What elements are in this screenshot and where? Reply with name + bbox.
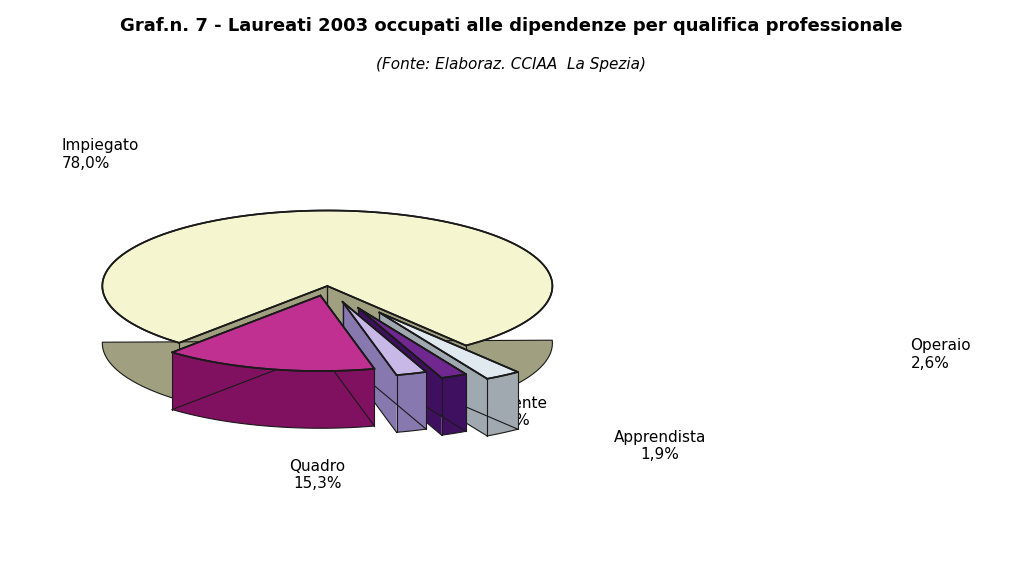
Polygon shape	[487, 372, 518, 436]
Polygon shape	[343, 302, 397, 432]
Polygon shape	[102, 283, 552, 403]
Text: Apprendista
1,9%: Apprendista 1,9%	[614, 430, 706, 462]
Polygon shape	[102, 210, 552, 345]
Polygon shape	[179, 286, 327, 400]
Polygon shape	[343, 302, 427, 429]
Text: Dirigente
2,2%: Dirigente 2,2%	[476, 396, 547, 428]
Polygon shape	[442, 374, 465, 435]
Polygon shape	[343, 302, 427, 375]
Text: Operaio
2,6%: Operaio 2,6%	[910, 339, 971, 371]
Polygon shape	[358, 308, 465, 431]
Polygon shape	[172, 352, 374, 428]
Text: (Fonte: Elaboraz. CCIAA  La Spezia): (Fonte: Elaboraz. CCIAA La Spezia)	[376, 57, 647, 72]
Polygon shape	[380, 312, 518, 379]
Text: Graf.n. 7 - Laureati 2003 occupati alle dipendenze per qualifica professionale: Graf.n. 7 - Laureati 2003 occupati alle …	[121, 17, 902, 35]
Polygon shape	[358, 308, 442, 435]
Polygon shape	[358, 308, 465, 378]
Polygon shape	[327, 286, 465, 403]
Polygon shape	[397, 372, 427, 432]
Text: Impiegato
78,0%: Impiegato 78,0%	[61, 138, 139, 170]
Polygon shape	[380, 312, 487, 436]
Text: Quadro
15,3%: Quadro 15,3%	[290, 459, 345, 491]
Polygon shape	[380, 312, 518, 429]
Polygon shape	[172, 296, 374, 371]
Polygon shape	[320, 296, 374, 426]
Polygon shape	[172, 296, 320, 410]
